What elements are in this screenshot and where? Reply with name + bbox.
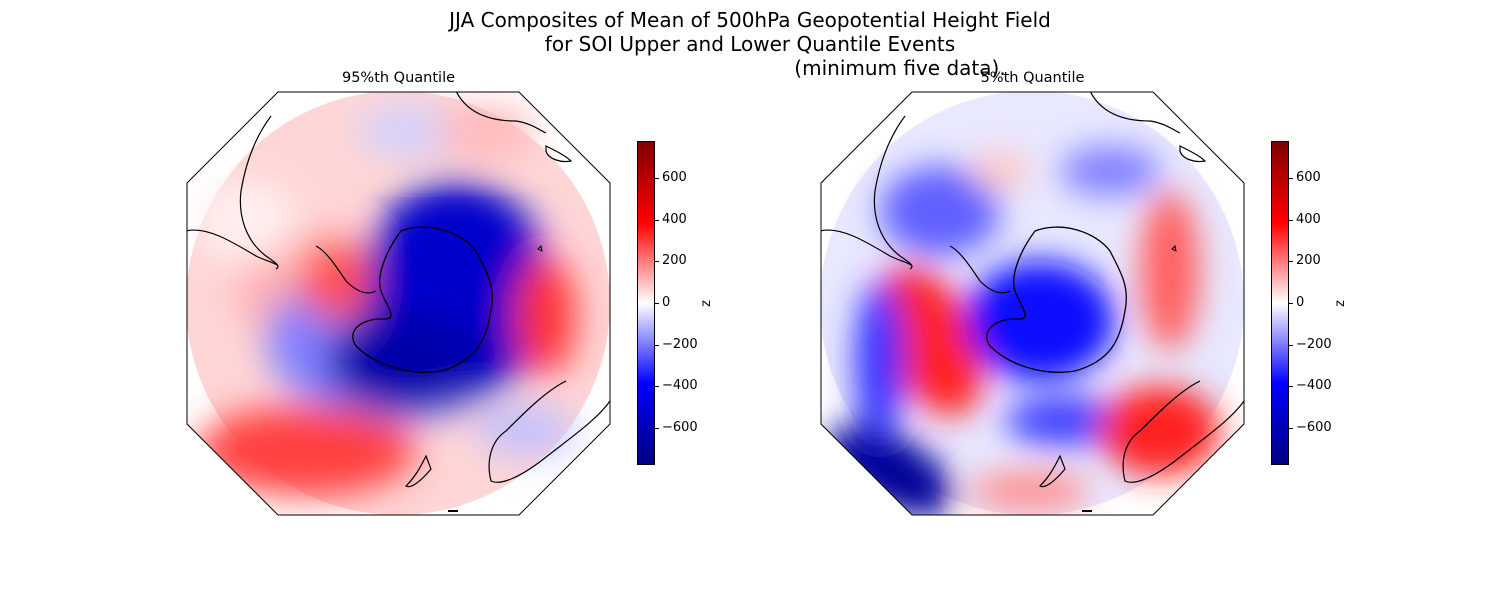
colorbar-tickmark bbox=[1289, 345, 1293, 346]
colorbar-tick-label: 600 bbox=[1296, 170, 1321, 185]
colorbar-tick-label: 0 bbox=[1296, 295, 1305, 310]
colorbar-tickmark bbox=[1289, 428, 1293, 429]
colorbar-tick-label: −200 bbox=[1296, 337, 1332, 352]
colorbar-tickmark bbox=[655, 386, 659, 387]
colorbar-tickmark bbox=[655, 178, 659, 179]
colorbar-tickmark bbox=[655, 303, 659, 304]
map-right bbox=[820, 91, 1245, 516]
colorbar-tick-label: −600 bbox=[662, 420, 698, 435]
colorbar-tickmark bbox=[655, 428, 659, 429]
colorbar-tickmark bbox=[1289, 386, 1293, 387]
title-line-3: (minimum five data). bbox=[794, 56, 1006, 80]
title-line-1: JJA Composites of Mean of 500hPa Geopote… bbox=[449, 8, 1051, 32]
colorbar-gradient bbox=[638, 142, 654, 464]
colorbar-tick-label: −400 bbox=[1296, 378, 1332, 393]
colorbar-tick-label: 200 bbox=[662, 253, 687, 268]
polar-map-right bbox=[820, 91, 1245, 516]
colorbar-tick-label: −400 bbox=[662, 378, 698, 393]
colorbar-left bbox=[637, 141, 655, 465]
colorbar-label-left: z bbox=[698, 300, 714, 307]
colorbar-right bbox=[1271, 141, 1289, 465]
colorbar-tick-label: −200 bbox=[662, 337, 698, 352]
panel-title-right: 5%th Quantile bbox=[980, 70, 1085, 86]
colorbar-tickmark bbox=[1289, 303, 1293, 304]
colorbar-tickmark bbox=[1289, 220, 1293, 221]
colorbar-tick-label: 0 bbox=[662, 295, 671, 310]
colorbar-gradient bbox=[1272, 142, 1288, 464]
colorbar-tick-label: 400 bbox=[662, 212, 687, 227]
map-left bbox=[186, 91, 611, 516]
colorbar-tickmark bbox=[1289, 178, 1293, 179]
colorbar-tick-label: −600 bbox=[1296, 420, 1332, 435]
colorbar-tickmark bbox=[655, 261, 659, 262]
colorbar-tick-label: 200 bbox=[1296, 253, 1321, 268]
colorbar-tickmark bbox=[655, 220, 659, 221]
colorbar-tickmark bbox=[655, 345, 659, 346]
colorbar-tickmark bbox=[1289, 261, 1293, 262]
title-line-2: for SOI Upper and Lower Quantile Events bbox=[544, 32, 956, 56]
colorbar-tick-label: 600 bbox=[662, 170, 687, 185]
figure-title: JJA Composites of Mean of 500hPa Geopote… bbox=[0, 8, 1500, 80]
polar-map-left bbox=[186, 91, 611, 516]
panel-title-left: 95%th Quantile bbox=[341, 70, 456, 86]
colorbar-label-right: z bbox=[1332, 300, 1348, 307]
colorbar-tick-label: 400 bbox=[1296, 212, 1321, 227]
